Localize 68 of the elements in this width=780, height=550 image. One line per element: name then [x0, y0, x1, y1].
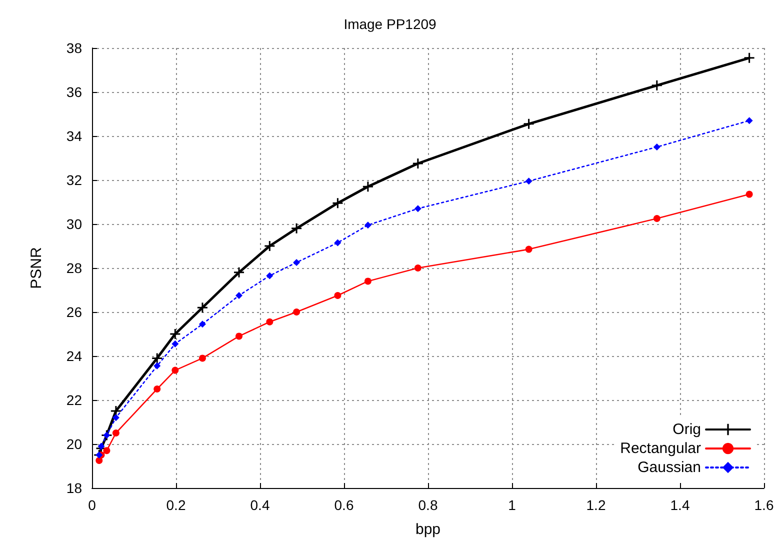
point [414, 264, 422, 272]
x-tick-label: 0.8 [418, 497, 438, 513]
point [154, 362, 161, 370]
point [364, 222, 372, 229]
x-tick-label: 1 [508, 497, 516, 513]
point [152, 353, 162, 364]
point [236, 332, 242, 340]
x-tick-label: 0.4 [250, 497, 270, 513]
point [266, 318, 274, 326]
point [172, 366, 179, 374]
point [293, 259, 300, 266]
point [98, 442, 105, 450]
point [236, 292, 242, 299]
point [525, 246, 532, 253]
x-axis-title: bpp [415, 521, 441, 538]
x-tick-label: 0.2 [166, 497, 186, 513]
x-tick-label: 1.4 [670, 497, 690, 513]
point [234, 267, 244, 278]
point [653, 144, 660, 150]
point [292, 223, 302, 234]
legend-label: Gaussian [638, 459, 701, 476]
y-axis-title: PSNR [28, 247, 45, 289]
point [198, 354, 206, 362]
chart-title: Image PP1209 [344, 16, 437, 32]
legend-label: Orig [672, 421, 701, 438]
point [197, 302, 208, 313]
point [652, 80, 662, 90]
x-tick-label: 0.6 [334, 497, 354, 513]
point [112, 414, 120, 422]
y-tick-label: 26 [66, 304, 82, 320]
y-tick-label: 36 [66, 84, 82, 100]
point [266, 272, 274, 280]
point [110, 406, 121, 416]
y-tick-label: 32 [66, 172, 82, 188]
point [264, 241, 275, 251]
point [96, 457, 103, 464]
x-tick-label: 1.2 [586, 497, 606, 513]
point [746, 117, 753, 124]
point [332, 198, 343, 208]
legend-label: Rectangular [620, 440, 701, 457]
x-tick-label: 0 [88, 497, 96, 513]
x-tick-label: 1.6 [754, 497, 774, 513]
point [334, 292, 342, 299]
point [362, 182, 373, 192]
point [198, 320, 206, 328]
y-tick-label: 22 [66, 392, 82, 408]
point [653, 215, 660, 222]
y-tick-label: 24 [66, 348, 82, 364]
point [414, 205, 422, 212]
point [744, 52, 754, 63]
point [293, 308, 300, 316]
point [112, 430, 120, 436]
point [154, 386, 161, 392]
point [170, 329, 180, 339]
point [746, 190, 753, 198]
point [334, 239, 342, 246]
point [412, 158, 423, 168]
point [103, 447, 110, 454]
y-tick-label: 28 [66, 260, 82, 276]
point [172, 340, 179, 348]
y-tick-label: 18 [66, 480, 82, 496]
point [525, 178, 532, 185]
y-tick-label: 38 [66, 40, 82, 56]
y-tick-label: 30 [66, 216, 82, 232]
y-tick-label: 20 [66, 436, 82, 452]
y-tick-label: 34 [66, 128, 82, 144]
point [524, 118, 534, 129]
point [364, 278, 372, 285]
